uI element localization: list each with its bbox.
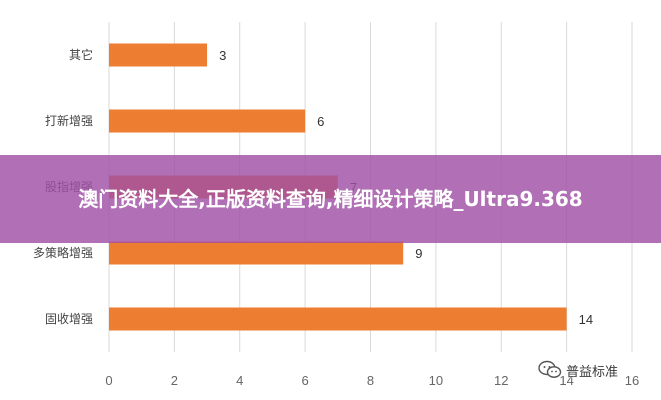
category-label: 多策略增强: [33, 245, 93, 260]
banner-text: 澳门资料大全,正版资料查询,精细设计策略_Ultra9.368: [78, 187, 583, 211]
category-label: 固收增强: [45, 312, 93, 326]
bar: [109, 307, 567, 331]
bar: [109, 109, 306, 133]
bar: [109, 241, 404, 265]
wechat-icon: [538, 360, 562, 378]
data-label: 6: [317, 114, 324, 129]
x-tick-label: 2: [171, 373, 178, 388]
x-tick-label: 4: [236, 373, 243, 388]
title-overlay-banner: 澳门资料大全,正版资料查询,精细设计策略_Ultra9.368: [0, 155, 661, 243]
x-tick-label: 0: [105, 373, 112, 388]
data-label: 14: [579, 312, 593, 327]
watermark-text: 普益标准: [566, 364, 619, 380]
x-tick-label: 10: [429, 373, 443, 388]
x-tick-label: 14: [559, 373, 573, 388]
data-label: 9: [415, 246, 422, 261]
x-tick-label: 6: [302, 373, 309, 388]
category-label: 打新增强: [45, 113, 93, 128]
data-label: 3: [219, 48, 226, 63]
x-tick-label: 16: [625, 373, 639, 388]
watermark: 普益标准: [538, 356, 618, 384]
bar: [109, 43, 208, 67]
x-tick-label: 12: [494, 373, 508, 388]
x-tick-label: 8: [367, 373, 374, 388]
category-label: 其它: [69, 47, 93, 62]
